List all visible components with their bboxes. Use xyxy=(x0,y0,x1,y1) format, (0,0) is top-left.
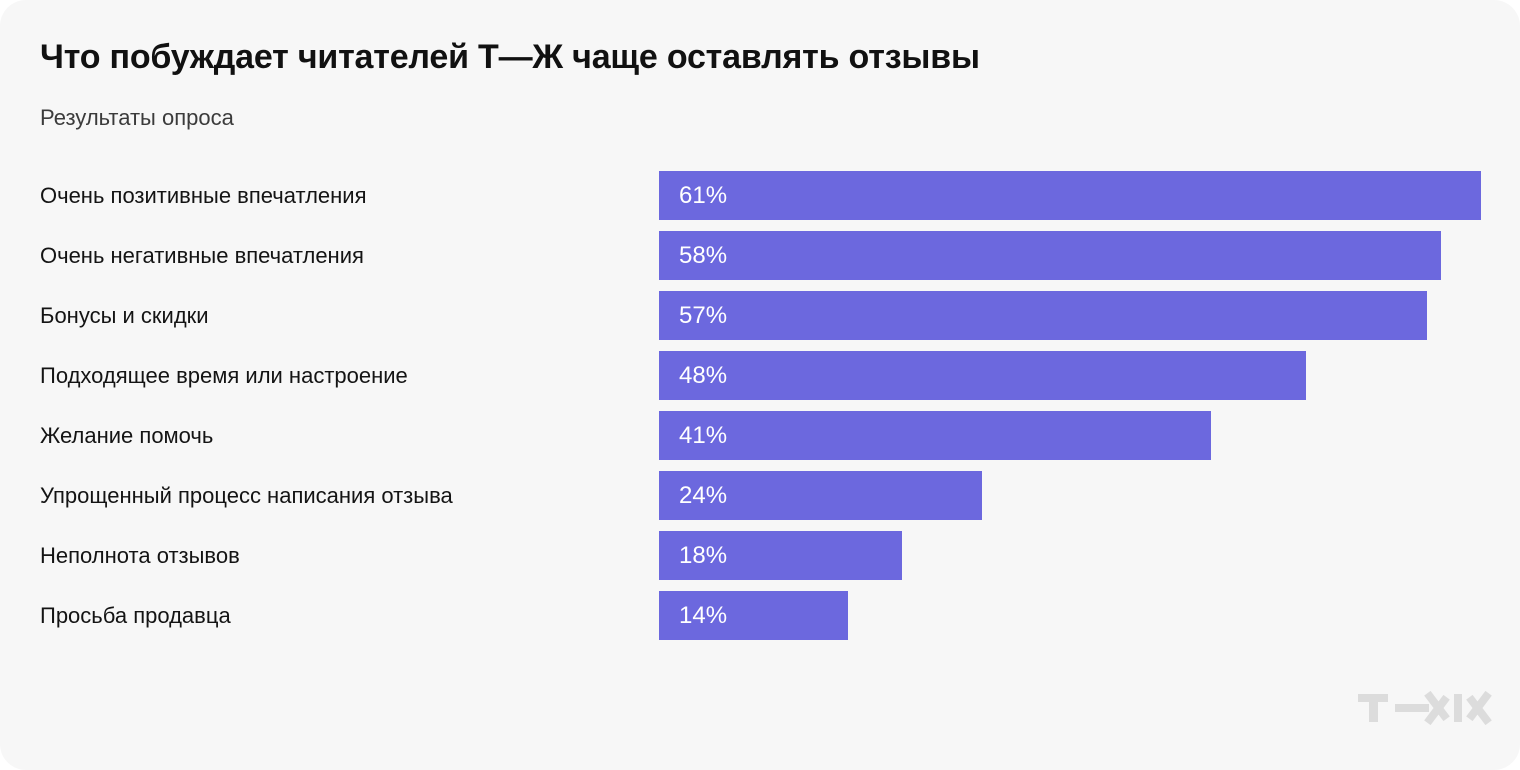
bar-track: 61% xyxy=(659,171,1489,220)
bar-track: 57% xyxy=(659,291,1489,340)
bar xyxy=(659,291,1428,340)
bar-value-label: 24% xyxy=(679,481,728,509)
bar-category-label: Очень позитивные впечатления xyxy=(40,182,367,208)
bar-value-label: 58% xyxy=(679,241,728,269)
bar-track: 58% xyxy=(659,231,1489,280)
bar-category-label: Желание помочь xyxy=(40,422,214,448)
bar-value-label: 57% xyxy=(679,301,728,329)
bar-value-label: 61% xyxy=(679,181,728,209)
bar-row: Желание помочь 41% xyxy=(0,411,1520,460)
bar-category-label: Бонусы и скидки xyxy=(40,302,209,328)
bar-chart-plot: Очень позитивные впечатления 61% Очень нег… xyxy=(0,171,1520,651)
bar-category-label: Неполнота отзывов xyxy=(40,542,240,568)
bar-row: Упрощенный процесс написания отзыва 24% xyxy=(0,471,1520,520)
bar xyxy=(659,231,1441,280)
bar-track: 14% xyxy=(659,591,1489,640)
bar-value-label: 48% xyxy=(679,361,728,389)
logo-letter-t-icon xyxy=(1358,694,1388,722)
bar-row: Очень негативные впечатления 58% xyxy=(0,231,1520,280)
bar-track: 24% xyxy=(659,471,1489,520)
bar-track: 41% xyxy=(659,411,1489,460)
bar-category-label: Подходящее время или настроение xyxy=(40,362,408,388)
bar-value-label: 41% xyxy=(679,421,728,449)
bar-track: 18% xyxy=(659,531,1489,580)
bar-category-label: Просьба продавца xyxy=(40,602,231,628)
bar xyxy=(659,591,848,640)
bar xyxy=(659,351,1306,400)
bar-row: Очень позитивные впечатления 61% xyxy=(0,171,1520,220)
chart-title: Что побуждает читателей Т—Ж чаще оставля… xyxy=(40,38,980,76)
bar-value-label: 18% xyxy=(679,541,728,569)
chart-subtitle: Результаты опроса xyxy=(40,105,234,130)
logo-dash-icon xyxy=(1395,704,1429,712)
tinkoff-journal-logo xyxy=(1358,690,1492,726)
bar xyxy=(659,471,983,520)
bar-category-label: Очень негативные впечатления xyxy=(40,242,364,268)
bar-track: 48% xyxy=(659,351,1489,400)
bar-row: Просьба продавца 14% xyxy=(0,591,1520,640)
bar-value-label: 14% xyxy=(679,601,728,629)
bar xyxy=(659,171,1481,220)
bar-row: Подходящее время или настроение 48% xyxy=(0,351,1520,400)
bar-category-label: Упрощенный процесс написания отзыва xyxy=(40,482,453,508)
bar-row: Неполнота отзывов 18% xyxy=(0,531,1520,580)
logo-letter-zh-icon xyxy=(1424,690,1492,726)
bar xyxy=(659,411,1212,460)
bar-row: Бонусы и скидки 57% xyxy=(0,291,1520,340)
bar xyxy=(659,531,902,580)
